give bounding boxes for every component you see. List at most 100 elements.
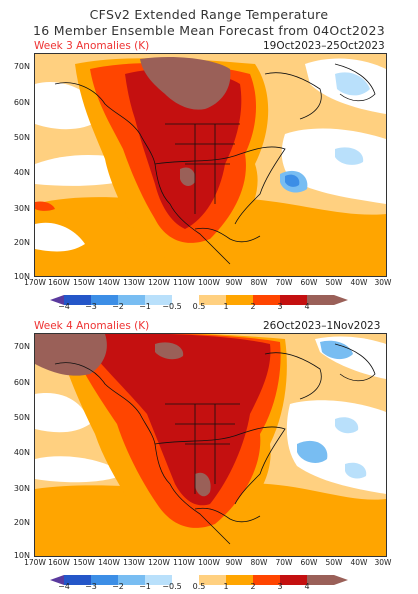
colorbar-tick: 3 [277,302,283,311]
colorbar-tick: −2 [112,582,124,591]
colorbar-swatch [199,575,226,585]
colorbar-tick: −4 [58,582,70,591]
lon-label: 90W [225,558,243,567]
colorbar-swatch [172,575,199,585]
colorbar-swatch [226,295,253,305]
colorbar-week4 [50,570,370,585]
colorbar-tick: −4 [58,302,70,311]
colorbar-week3 [50,290,370,305]
colorbar-swatch [307,575,334,585]
colorbar-ticks-week4: −4 −3 −2 −1 −0.5 0.5 1 2 3 4 [50,582,370,592]
colorbar-swatch [50,295,64,305]
lon-label: 160W [48,278,70,287]
lat-label-30n: 30N [13,204,30,213]
colorbar-swatch [118,295,145,305]
lon-label: 150W [73,558,95,567]
lon-label: 110W [173,278,195,287]
colorbar-tick: −0.5 [162,582,182,591]
lat-label-10n: 10N [13,551,30,560]
lon-label: 30W [374,558,392,567]
lon-label: 170W [24,558,46,567]
colorbar-tick: −2 [112,302,124,311]
lat-label-20n: 20N [13,238,30,247]
lat-label-30n: 30N [13,484,30,493]
lat-label-50n: 50N [13,133,30,142]
colorbar-swatch [334,295,348,305]
colorbar-tick: 2 [250,302,256,311]
lon-label: 130W [123,558,145,567]
lon-label: 140W [98,558,120,567]
lat-label-40n: 40N [13,168,30,177]
lon-label: 160W [48,558,70,567]
colorbar-swatch [145,575,172,585]
lat-label-10n: 10N [13,272,30,281]
lon-label: 150W [73,278,95,287]
colorbar-tick: 1 [223,582,229,591]
colorbar-swatch [64,295,91,305]
lon-label: 140W [98,278,120,287]
lon-label: 80W [250,278,268,287]
lon-label: 130W [123,278,145,287]
colorbar-tick: 4 [304,302,310,311]
colorbar-tick: 3 [277,582,283,591]
lat-label-60n: 60N [13,378,30,387]
lon-label: 40W [350,558,368,567]
lat-label-50n: 50N [13,413,30,422]
chart-title-line2: 16 Member Ensemble Mean Forecast from 04… [33,23,385,38]
chart-title-line1: CFSv2 Extended Range Temperature [89,7,329,22]
colorbar-tick: 0.5 [192,582,206,591]
map-week4 [34,333,387,557]
colorbar-swatch [50,575,64,585]
lon-label: 100W [198,558,220,567]
colorbar-tick: 1 [223,302,229,311]
colorbar-tick: −1 [139,582,151,591]
lat-label-60n: 60N [13,98,30,107]
lon-label: 170W [24,278,46,287]
colorbar-swatch [145,295,172,305]
colorbar-swatch [172,295,199,305]
lat-label-70n: 70N [13,62,30,71]
colorbar-tick: −3 [85,582,97,591]
lon-label: 40W [350,278,368,287]
lon-label: 120W [148,558,170,567]
lon-label: 110W [173,558,195,567]
lat-label-20n: 20N [13,518,30,527]
colorbar-swatch [307,295,334,305]
colorbar-tick: −3 [85,302,97,311]
lon-label: 100W [198,278,220,287]
colorbar-tick: −1 [139,302,151,311]
lon-label: 70W [275,558,293,567]
lat-label-40n: 40N [13,448,30,457]
lon-axis-week4: 170W 160W 150W 140W 130W 120W 110W 100W … [0,558,418,568]
lat-label-70n: 70N [13,342,30,351]
lon-label: 50W [325,558,343,567]
colorbar-tick: 2 [250,582,256,591]
colorbar-swatch [118,575,145,585]
colorbar-swatch [64,575,91,585]
colorbar-swatch [334,575,348,585]
colorbar-swatch [199,295,226,305]
colorbar-swatch [91,295,118,305]
lon-label: 80W [250,558,268,567]
lon-label: 30W [374,278,392,287]
lon-label: 50W [325,278,343,287]
lon-axis-week3: 170W 160W 150W 140W 130W 120W 110W 100W … [0,278,418,288]
lon-label: 70W [275,278,293,287]
lon-label: 120W [148,278,170,287]
colorbar-tick: −0.5 [162,302,182,311]
colorbar-swatch [91,575,118,585]
colorbar-swatch [253,575,280,585]
panel-week3-dates: 19Oct2023–25Oct2023 [263,40,385,52]
lon-label: 60W [300,278,318,287]
colorbar-swatch [253,295,280,305]
panel-week3-label: Week 3 Anomalies (K) [34,40,150,52]
panel-week4-label: Week 4 Anomalies (K) [34,320,150,332]
lon-label: 60W [300,558,318,567]
colorbar-tick: 0.5 [192,302,206,311]
colorbar-tick: 4 [304,582,310,591]
map-week3 [34,53,387,277]
panel-week4-dates: 26Oct2023–1Nov2023 [263,320,381,332]
colorbar-swatch [280,295,307,305]
colorbar-ticks-week3: −4 −3 −2 −1 −0.5 0.5 1 2 3 4 [50,302,370,312]
colorbar-swatch [280,575,307,585]
